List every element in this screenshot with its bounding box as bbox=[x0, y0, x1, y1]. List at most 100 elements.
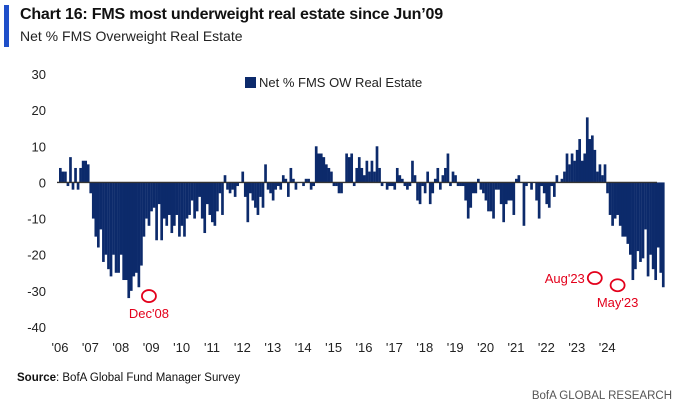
bar bbox=[91, 182, 95, 219]
x-tick-label: '09 bbox=[143, 340, 160, 355]
bar bbox=[621, 182, 625, 237]
bar bbox=[236, 182, 240, 187]
x-tick-label: '22 bbox=[538, 340, 555, 355]
bar bbox=[170, 182, 174, 234]
bar bbox=[395, 167, 399, 183]
y-tick-label: -20 bbox=[27, 248, 46, 263]
bar bbox=[474, 182, 478, 194]
bar bbox=[598, 164, 602, 183]
bar bbox=[266, 182, 270, 190]
bar bbox=[198, 182, 202, 197]
bar bbox=[357, 157, 361, 183]
bar bbox=[578, 139, 582, 183]
bar bbox=[629, 182, 632, 255]
bar bbox=[631, 182, 635, 281]
bar bbox=[127, 182, 131, 299]
bar bbox=[152, 182, 156, 208]
bar bbox=[99, 182, 103, 230]
bar bbox=[547, 182, 551, 208]
bar bbox=[287, 182, 290, 197]
bar bbox=[117, 182, 120, 273]
bar bbox=[211, 182, 214, 223]
bar bbox=[167, 182, 171, 215]
bar bbox=[436, 167, 440, 183]
bar bbox=[659, 182, 663, 273]
bar bbox=[365, 160, 369, 183]
bar bbox=[185, 182, 189, 219]
bar bbox=[489, 182, 493, 212]
bar bbox=[309, 182, 313, 190]
bar bbox=[233, 182, 237, 197]
bar bbox=[231, 182, 234, 190]
bar bbox=[322, 157, 326, 183]
bar bbox=[466, 182, 470, 219]
bar bbox=[256, 182, 260, 215]
y-tick-label: 30 bbox=[32, 67, 46, 82]
bar bbox=[550, 182, 554, 187]
bar bbox=[573, 160, 576, 183]
bar bbox=[588, 139, 592, 183]
bar bbox=[601, 175, 604, 183]
bar bbox=[426, 171, 430, 183]
bar bbox=[535, 182, 538, 201]
bar bbox=[259, 182, 262, 197]
bar bbox=[563, 171, 566, 183]
bar bbox=[583, 153, 587, 183]
bar bbox=[416, 182, 419, 201]
bar bbox=[327, 167, 331, 183]
bar bbox=[114, 182, 118, 273]
bar bbox=[596, 171, 599, 183]
bar bbox=[492, 182, 495, 219]
bar bbox=[129, 182, 133, 291]
bar bbox=[482, 182, 485, 194]
bar bbox=[636, 182, 640, 252]
bar bbox=[74, 167, 77, 183]
bar bbox=[314, 146, 318, 183]
bar bbox=[368, 171, 371, 183]
bar bbox=[276, 182, 280, 187]
bar bbox=[639, 182, 642, 262]
bar bbox=[530, 182, 533, 190]
bar bbox=[477, 178, 480, 183]
bar bbox=[89, 182, 93, 194]
bar bbox=[81, 160, 85, 183]
bar bbox=[613, 182, 617, 219]
bar bbox=[388, 182, 392, 187]
y-tick-label: 10 bbox=[32, 139, 46, 154]
bar bbox=[568, 164, 571, 183]
bar bbox=[195, 182, 199, 212]
x-tick-label: '07 bbox=[82, 340, 99, 355]
bar bbox=[540, 182, 544, 187]
bar bbox=[565, 153, 569, 183]
bar bbox=[264, 164, 267, 183]
bar bbox=[271, 182, 275, 201]
bar bbox=[165, 182, 169, 226]
bar bbox=[517, 175, 521, 183]
bar bbox=[59, 167, 62, 183]
chart-title: Chart 16: FMS most underweight real esta… bbox=[20, 6, 443, 23]
bar bbox=[608, 182, 612, 215]
bar bbox=[487, 182, 490, 212]
bar bbox=[145, 182, 148, 219]
bar bbox=[507, 182, 511, 201]
bar bbox=[479, 182, 483, 190]
bar bbox=[61, 171, 65, 183]
bar bbox=[84, 160, 88, 183]
bar bbox=[423, 182, 427, 194]
bar bbox=[411, 160, 414, 183]
bar bbox=[471, 182, 475, 194]
annotation-circle bbox=[141, 289, 157, 303]
bar bbox=[289, 167, 293, 183]
bar bbox=[203, 182, 207, 234]
bar bbox=[385, 182, 389, 190]
bar bbox=[555, 175, 559, 183]
bar bbox=[656, 182, 660, 248]
bar bbox=[363, 175, 366, 183]
bar bbox=[446, 153, 450, 183]
bar bbox=[330, 171, 333, 183]
bar bbox=[634, 182, 637, 270]
bar bbox=[208, 182, 212, 215]
bar bbox=[190, 182, 194, 201]
x-tick-label: '13 bbox=[264, 340, 281, 355]
bar bbox=[347, 157, 351, 183]
